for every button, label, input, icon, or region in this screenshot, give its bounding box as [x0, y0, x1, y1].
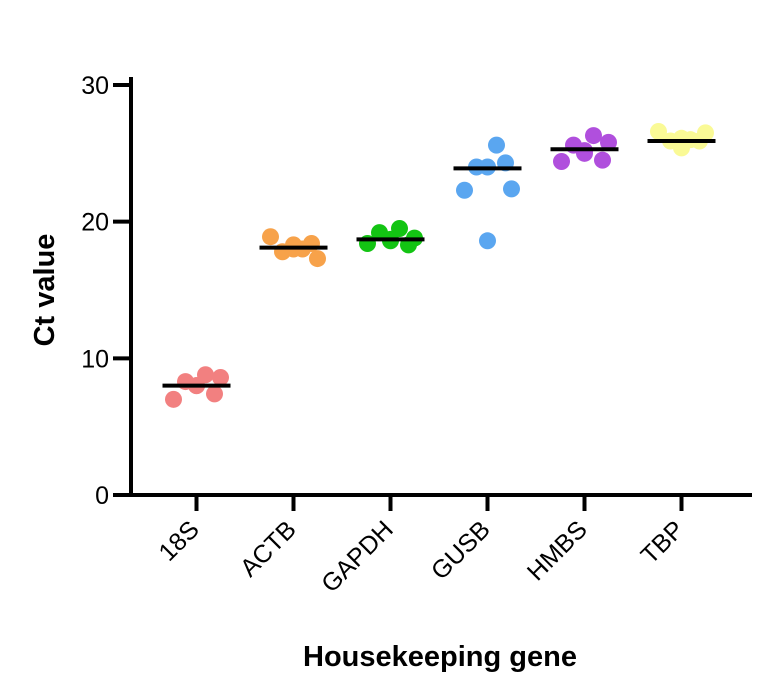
data-points — [165, 122, 714, 408]
data-point-actb — [309, 250, 326, 268]
x-tick-label: GAPDH — [316, 515, 399, 598]
y-axis-title: Ct value — [29, 234, 61, 347]
y-tick-label: 10 — [81, 345, 109, 373]
data-point-tbp — [697, 124, 714, 142]
data-point-actb — [262, 228, 279, 246]
data-point-gusb — [488, 136, 505, 154]
y-tick-label: 0 — [95, 482, 109, 510]
x-tick-label: ACTB — [235, 515, 302, 582]
y-tick-label: 30 — [81, 72, 109, 100]
x-tick-label: 18S — [153, 515, 204, 566]
data-point-gusb — [479, 232, 496, 250]
data-point-gusb — [503, 180, 520, 198]
x-tick-label: HMBS — [522, 515, 593, 586]
axes — [114, 77, 752, 497]
data-point-tbp — [650, 122, 667, 140]
data-point-hmbs — [585, 127, 602, 145]
data-point-18s — [165, 390, 182, 408]
data-point-18s — [212, 368, 229, 386]
mean-lines — [162, 139, 716, 388]
x-ticks: 18S ACTB GAPDH GUSB HMBS TBP — [153, 495, 690, 598]
data-point-gusb — [456, 181, 473, 199]
x-axis-title: Housekeeping gene — [303, 641, 577, 673]
data-point-hmbs — [600, 133, 617, 151]
x-tick-label: TBP — [636, 515, 690, 569]
data-point-tbp — [673, 139, 690, 157]
data-point-hmbs — [594, 151, 611, 169]
data-point-hmbs — [553, 153, 570, 171]
y-tick-label: 20 — [81, 209, 109, 237]
y-ticks: 0 10 20 30 — [81, 72, 131, 510]
x-tick-label: GUSB — [426, 515, 496, 585]
data-point-18s — [206, 385, 223, 403]
